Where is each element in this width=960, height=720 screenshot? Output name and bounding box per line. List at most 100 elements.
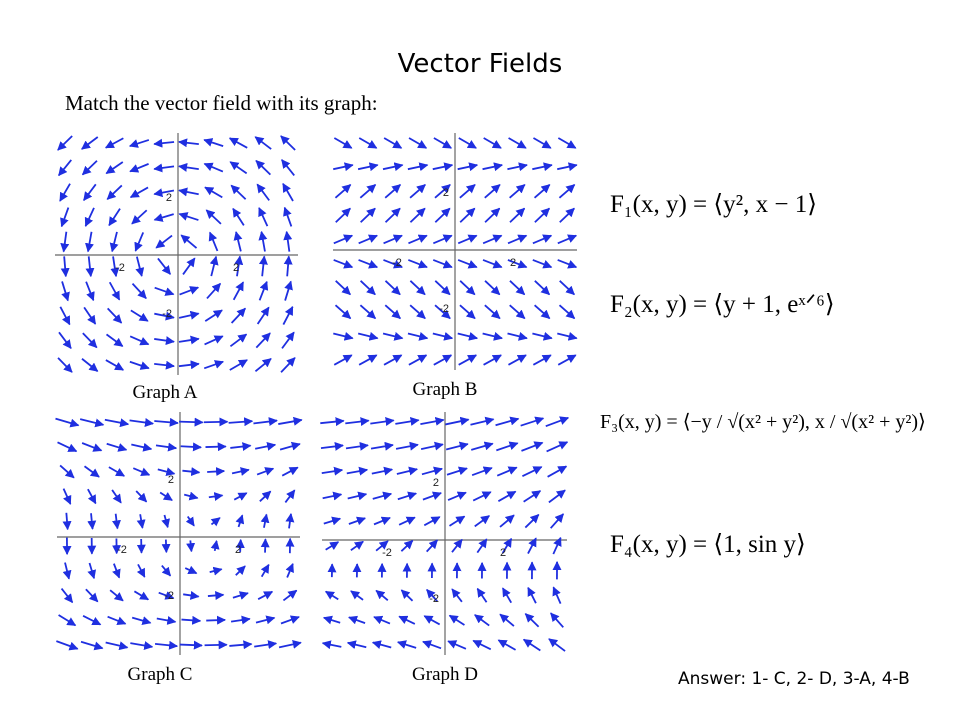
vector-arrow — [523, 490, 542, 503]
vector-arrow — [180, 234, 198, 249]
vector-arrow — [230, 184, 247, 200]
vector-arrow — [153, 138, 175, 148]
vector-arrow — [235, 538, 245, 553]
x-tick-label: -2 — [392, 257, 402, 269]
vector-arrow — [433, 137, 452, 149]
vector-arrow — [557, 331, 578, 341]
vector-arrow — [62, 488, 72, 505]
vector-arrow — [135, 256, 145, 277]
vector-arrow — [108, 208, 121, 227]
vector-arrow — [255, 332, 271, 349]
vector-arrow — [231, 467, 250, 476]
vector-arrow — [483, 354, 502, 366]
vector-arrow — [370, 417, 395, 426]
vector-arrow — [346, 466, 369, 476]
vector-arrow — [181, 615, 202, 625]
vector-arrow — [84, 207, 95, 227]
y-tick-label: 2 — [433, 477, 439, 489]
vector-arrow — [434, 304, 451, 320]
vector-arrow — [382, 162, 404, 172]
vector-arrow — [451, 588, 463, 603]
vector-arrow — [81, 136, 99, 150]
vector-arrow — [482, 259, 503, 269]
vector-arrow — [209, 566, 223, 576]
vector-arrow — [507, 259, 528, 269]
vector-arrow — [155, 442, 178, 452]
vector-arrow — [136, 514, 146, 529]
vector-arrow — [232, 281, 245, 301]
vector-arrow — [131, 616, 152, 625]
vector-arrow — [420, 441, 444, 451]
vector-arrow — [254, 640, 278, 649]
vector-arrow — [256, 306, 270, 325]
vector-arrow — [82, 615, 102, 626]
vector-arrow — [279, 441, 301, 451]
vector-arrow — [87, 513, 97, 530]
vector-arrow — [371, 640, 392, 649]
vector-arrow — [179, 417, 204, 427]
vector-arrow — [106, 184, 123, 200]
vector-arrow — [154, 360, 175, 370]
vector-arrow — [178, 162, 199, 172]
vector-arrow — [83, 306, 97, 325]
vector-arrow — [532, 259, 553, 269]
vector-arrow — [60, 256, 70, 278]
vector-arrow — [496, 466, 518, 477]
vector-arrow — [484, 184, 501, 199]
vector-arrow — [258, 207, 269, 227]
vector-arrow — [107, 615, 127, 625]
vector-arrow — [183, 590, 200, 600]
vector-arrow — [129, 335, 150, 346]
vector-arrow — [501, 587, 513, 604]
vector-arrow — [255, 160, 272, 176]
vector-arrow — [232, 207, 245, 226]
vector-arrow — [557, 234, 578, 245]
vector-arrow — [552, 586, 562, 605]
vector-arrow — [59, 306, 71, 326]
vector-arrow — [161, 539, 171, 554]
vector-arrow — [210, 540, 220, 552]
vector-arrow — [81, 442, 103, 452]
x-tick-label: -2 — [117, 544, 127, 556]
vector-arrow — [383, 354, 403, 366]
vector-arrow — [282, 182, 294, 202]
vector-arrow — [557, 259, 578, 269]
vector-arrow — [484, 280, 501, 296]
vector-arrow — [474, 614, 490, 627]
vector-arrow — [81, 358, 99, 372]
vector-arrow — [233, 492, 248, 501]
vector-arrow — [60, 207, 70, 228]
vector-arrow — [79, 418, 105, 428]
vector-arrow — [130, 309, 149, 322]
vector-arrow — [278, 639, 302, 649]
vector-arrow — [408, 137, 428, 149]
vector-arrow — [559, 207, 575, 223]
vector-arrow — [58, 331, 72, 350]
vector-arrow — [550, 513, 564, 529]
vector-arrow — [154, 640, 179, 650]
vector-arrow — [558, 304, 576, 320]
vector-arrow — [333, 137, 353, 149]
vector-arrow — [82, 332, 98, 349]
vector-arrow — [384, 280, 401, 296]
vector-arrow — [207, 590, 225, 600]
vector-arrow — [360, 207, 376, 223]
vector-arrow — [548, 489, 566, 504]
vector-arrow — [557, 137, 577, 149]
vector-arrow — [508, 354, 527, 366]
vector-arrow — [208, 492, 224, 501]
vector-field-graph: -2 2 2 -2 Graph A — [55, 133, 298, 403]
vector-arrow — [205, 442, 227, 452]
vector-arrow — [60, 587, 74, 604]
vector-arrow — [447, 640, 467, 650]
vector-arrow — [423, 516, 441, 527]
vector-arrow — [471, 466, 493, 477]
vector-arrow — [476, 587, 488, 603]
vector-arrow — [527, 537, 537, 555]
vector-arrow — [229, 333, 248, 348]
vector-arrow — [527, 586, 537, 604]
vector-arrow — [423, 615, 441, 626]
vector-arrow — [106, 307, 123, 324]
vector-arrow — [60, 231, 70, 253]
